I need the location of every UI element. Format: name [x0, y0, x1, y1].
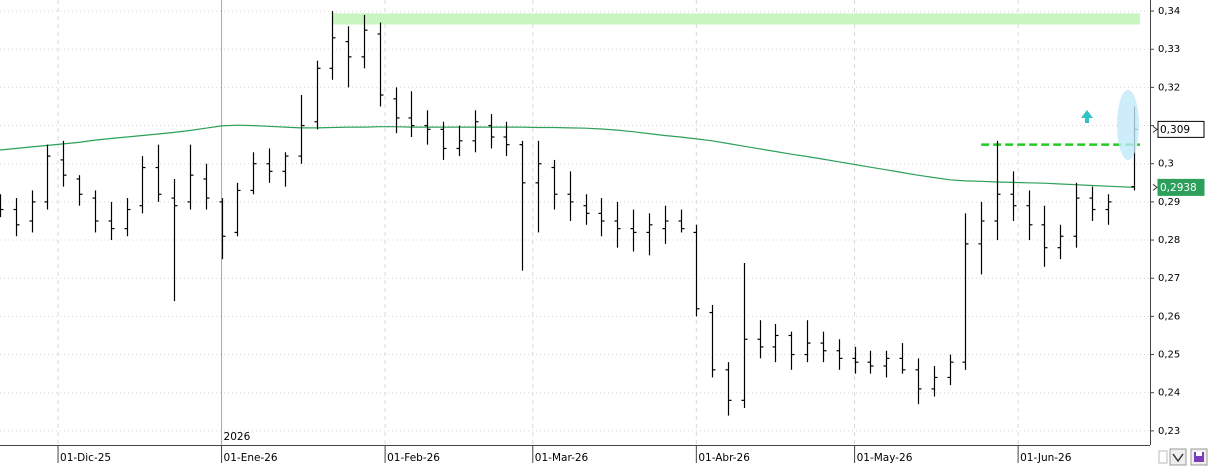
price-tag-pointer [1152, 183, 1158, 191]
up-arrow [1081, 110, 1093, 123]
resistance-zone [332, 13, 1140, 25]
x-tick-label: 01-May-26 [857, 452, 913, 464]
toolbar-button[interactable] [1169, 448, 1187, 466]
toolbar-icon [1194, 452, 1204, 462]
year-label: 2026 [224, 431, 251, 443]
y-tick-label: 0,26 [1158, 311, 1180, 322]
y-tick-label: 0,28 [1158, 235, 1180, 246]
x-tick-label: 01-Abr-26 [698, 452, 750, 464]
y-tick-label: 0,34 [1158, 6, 1180, 17]
price-tag [1157, 120, 1205, 138]
x-tick-label: 01-Feb-26 [387, 452, 440, 464]
y-tick-label: 0,24 [1158, 388, 1180, 399]
highlight-ellipse [1117, 90, 1139, 160]
toolbar-button[interactable] [1158, 450, 1168, 464]
price-tag-label: 0,309 [1160, 124, 1190, 136]
price-tag-pointer [1152, 125, 1158, 133]
y-tick-label: 0,32 [1158, 82, 1180, 93]
toolbar-icon [1196, 452, 1202, 456]
y-tick-label: 0,33 [1158, 44, 1180, 55]
price-tag [1157, 178, 1205, 196]
x-tick-label: 01-Jun-26 [1020, 452, 1072, 464]
y-tick-label: 0,27 [1158, 273, 1180, 284]
y-tick-label: 0,25 [1158, 350, 1180, 361]
y-tick-label: 0,3 [1158, 159, 1174, 170]
price-tag-label: 0,2938 [1160, 182, 1197, 194]
y-tick-label: 0,23 [1158, 426, 1180, 437]
y-tick-label: 0,29 [1158, 197, 1180, 208]
toolbar-icon [1172, 453, 1184, 463]
x-tick-label: 01-Ene-26 [224, 452, 278, 464]
moving-average [0, 124, 1135, 188]
x-tick-label: 01-Mar-26 [535, 452, 589, 464]
x-tick-label: 01-Dic-25 [60, 452, 111, 464]
